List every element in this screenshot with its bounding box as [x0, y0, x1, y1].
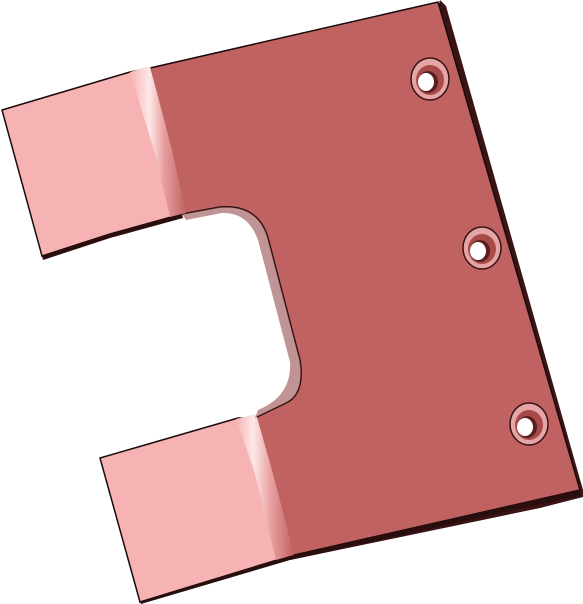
upper-tab-thickness [42, 214, 183, 260]
mounting-hole-top[interactable] [410, 57, 450, 101]
mounting-hole-bottom[interactable] [509, 402, 549, 446]
mounting-hole-middle[interactable] [462, 226, 502, 270]
lower-bend [236, 414, 294, 560]
cutout-wall [182, 206, 302, 418]
lower-tab-thickness [140, 490, 581, 604]
upper-bend [130, 66, 186, 217]
